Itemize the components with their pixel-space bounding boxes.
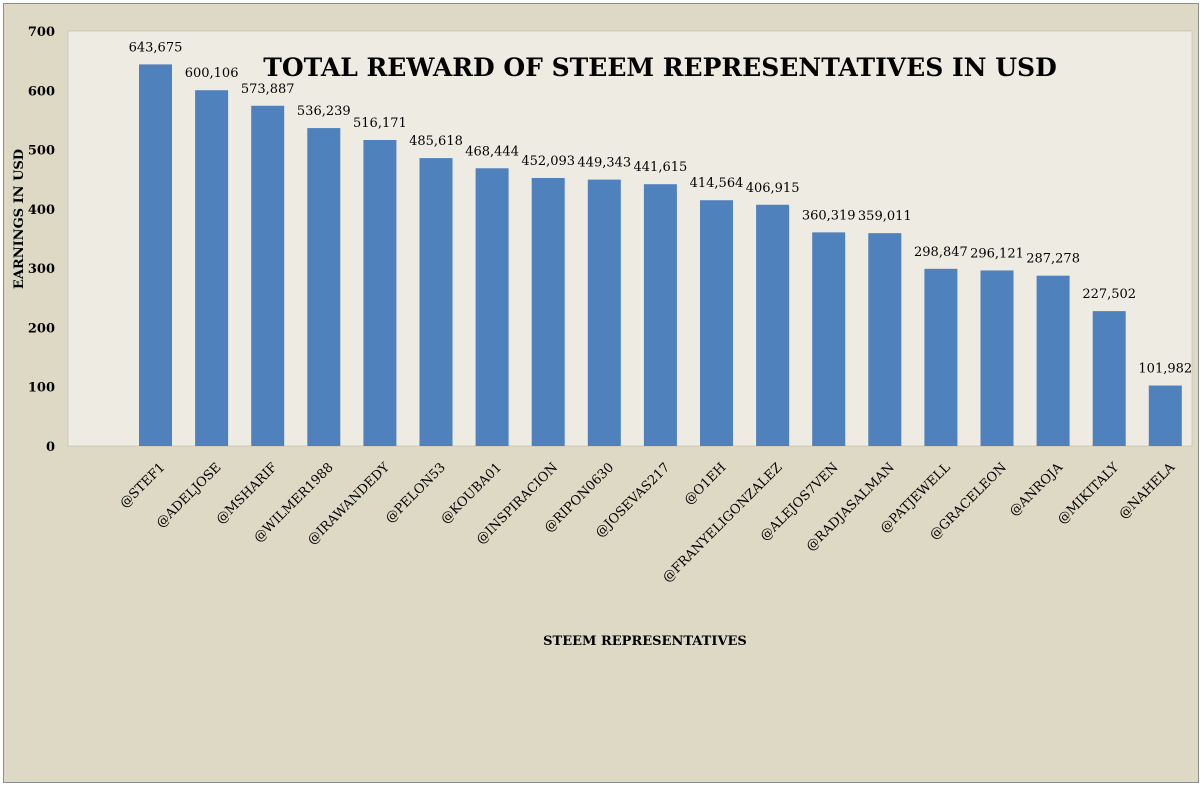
data-label: 485,618 xyxy=(409,134,463,149)
bar xyxy=(307,128,341,446)
bar xyxy=(980,270,1014,446)
x-axis-title: STEEM REPRESENTATIVES xyxy=(543,634,747,649)
y-axis: 0 100 200 300 400 500 600 700 xyxy=(28,25,55,455)
bar xyxy=(643,184,677,446)
bar xyxy=(868,233,902,446)
y-tick-label: 600 xyxy=(28,84,55,99)
bar xyxy=(475,168,509,446)
data-label: 414,564 xyxy=(690,176,744,191)
plot-area xyxy=(67,30,1193,447)
data-label: 468,444 xyxy=(465,144,519,159)
x-tick-label: @ANROJA xyxy=(1007,460,1067,520)
x-axis: @STEF1@ADELJOSE@MSHARIF@WILMER1988@IRAWA… xyxy=(117,460,1178,586)
x-tick-label: @NAHELA xyxy=(1116,460,1178,522)
data-label: 441,615 xyxy=(634,160,688,175)
chart-title: TOTAL REWARD OF STEEM REPRESENTATIVES IN… xyxy=(263,53,1057,82)
y-tick-label: 500 xyxy=(28,144,55,159)
data-labels: 643,675600,106573,887536,239516,171485,6… xyxy=(129,40,1193,376)
bar xyxy=(700,200,733,446)
bar xyxy=(1092,311,1126,446)
bar xyxy=(924,268,958,446)
bar xyxy=(587,179,621,446)
data-label: 359,011 xyxy=(858,209,912,224)
x-tick-label: @O1EH xyxy=(681,460,729,508)
data-label: 360,319 xyxy=(802,208,856,223)
y-axis-title: EARNINGS IN USD xyxy=(12,149,27,289)
bar xyxy=(363,139,397,447)
bar xyxy=(419,158,453,446)
data-label: 101,982 xyxy=(1138,362,1192,377)
bar xyxy=(756,204,790,446)
y-tick-label: 100 xyxy=(28,381,55,396)
bar xyxy=(1036,275,1070,446)
data-label: 452,093 xyxy=(521,154,575,169)
data-label: 449,343 xyxy=(577,156,631,171)
y-tick-label: 400 xyxy=(28,203,55,218)
bar xyxy=(1148,385,1182,446)
bar xyxy=(812,232,846,446)
bars xyxy=(139,64,1182,447)
data-label: 227,502 xyxy=(1082,287,1136,302)
data-label: 536,239 xyxy=(297,104,351,119)
data-label: 600,106 xyxy=(185,66,239,81)
bar xyxy=(139,64,172,447)
bar xyxy=(251,105,285,446)
chart-frame: 0 100 200 300 400 500 600 700 643,675 600,106 573… xyxy=(3,3,1199,783)
data-label: 573,887 xyxy=(241,82,295,97)
y-tick-label: 700 xyxy=(28,25,55,40)
y-tick-label: 200 xyxy=(28,321,55,336)
data-label: 287,278 xyxy=(1026,252,1080,267)
data-label: 298,847 xyxy=(914,245,968,260)
bar-chart: 0 100 200 300 400 500 600 700 643,675600,106573… xyxy=(12,25,1193,649)
data-label: 516,171 xyxy=(353,116,407,131)
x-tick-label: @STEF1 xyxy=(117,460,168,511)
bar xyxy=(195,90,229,446)
data-label: 296,121 xyxy=(970,246,1024,261)
data-label: 643,675 xyxy=(129,40,183,55)
y-tick-label: 0 xyxy=(46,440,55,455)
data-label: 406,915 xyxy=(746,181,800,196)
y-tick-label: 300 xyxy=(28,262,55,277)
x-tick-label: @FRANYELIGONZALEZ xyxy=(660,460,785,585)
bar xyxy=(531,177,565,446)
